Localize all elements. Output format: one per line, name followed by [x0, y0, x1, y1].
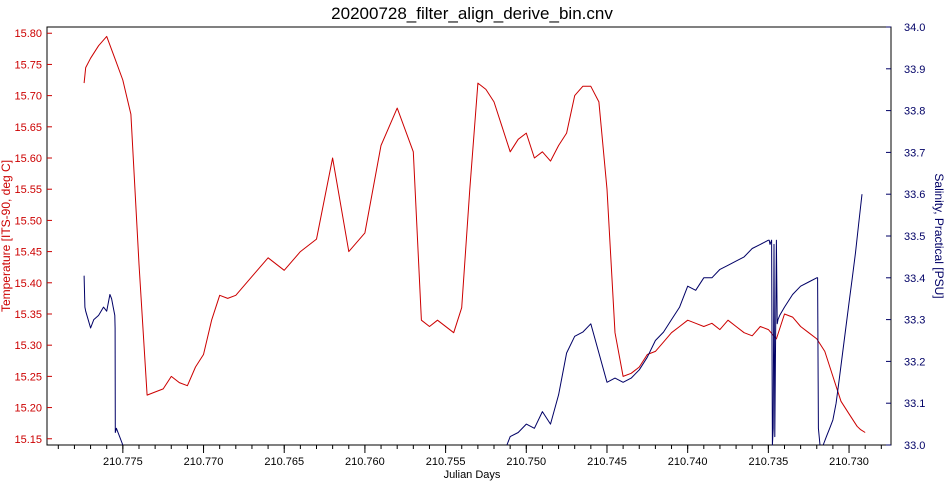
x-tick-label: 210.760	[345, 456, 385, 468]
y-right-tick-label: 34.0	[904, 22, 925, 34]
plot-area-frame	[46, 26, 892, 446]
temperature-series-line	[83, 35, 866, 433]
x-tick-label: 210.740	[668, 456, 708, 468]
salinity-series-line	[83, 275, 124, 446]
series-group	[83, 35, 866, 446]
y-right-tick-label: 33.1	[904, 398, 925, 410]
y-right-tick-label: 33.8	[904, 106, 925, 118]
y-left-tick-label: 15.65	[14, 122, 42, 134]
y-left-tick-label: 15.40	[14, 278, 42, 290]
chart-title: 20200728_filter_align_derive_bin.cnv	[331, 4, 613, 23]
x-tick-label: 210.765	[264, 456, 304, 468]
y-left-tick-label: 15.25	[14, 371, 42, 383]
y-left-tick-label: 15.45	[14, 247, 42, 259]
x-tick-label: 210.745	[587, 456, 627, 468]
y-left-tick-label: 15.50	[14, 215, 42, 227]
y-left-tick-label: 15.75	[14, 59, 42, 71]
y-left-tick-label: 15.70	[14, 91, 42, 103]
x-tick-label: 210.755	[426, 456, 466, 468]
y-right-tick-label: 33.6	[904, 189, 925, 201]
y-axis-left-label: Temperature [ITS-90, deg C]	[0, 160, 13, 312]
x-tick-label: 210.775	[103, 456, 143, 468]
salinity-series-line	[822, 194, 863, 446]
y-right-tick-label: 33.0	[904, 440, 925, 452]
x-tick-label: 210.735	[748, 456, 788, 468]
salinity-series-line	[506, 239, 821, 446]
y-right-tick-label: 33.5	[904, 231, 925, 243]
y-left-tick-label: 15.55	[14, 184, 42, 196]
y-axis-left: 15.15 15.20 15.25 15.30 15.35 15.40 15.45 15.50…	[14, 28, 52, 446]
y-left-tick-label: 15.15	[14, 434, 42, 446]
y-left-tick-label: 15.20	[14, 403, 42, 415]
x-tick-label: 210.730	[829, 456, 869, 468]
y-right-tick-label: 33.7	[904, 147, 925, 159]
x-tick-label: 210.750	[506, 456, 546, 468]
y-right-tick-label: 33.4	[904, 273, 925, 285]
y-axis-right-label: Salinity, Practical [PSU]	[932, 173, 944, 298]
y-axis-right: 33.0 33.1 33.2 33.3 33.4 33.5 33.6 33.7 33.8 33.9…	[886, 22, 925, 452]
y-right-tick-label: 33.3	[904, 315, 925, 327]
y-left-tick-label: 15.30	[14, 340, 42, 352]
x-tick-label: 210.770	[184, 456, 224, 468]
y-left-tick-label: 15.80	[14, 28, 42, 40]
x-axis: 210.775 210.770 210.765 210.760 210.755 210.7…	[57, 445, 882, 468]
y-right-tick-label: 33.2	[904, 356, 925, 368]
y-right-tick-label: 33.9	[904, 64, 925, 76]
y-left-tick-label: 15.35	[14, 309, 42, 321]
y-left-tick-label: 15.60	[14, 153, 42, 165]
x-axis-label: Julian Days	[444, 469, 501, 481]
